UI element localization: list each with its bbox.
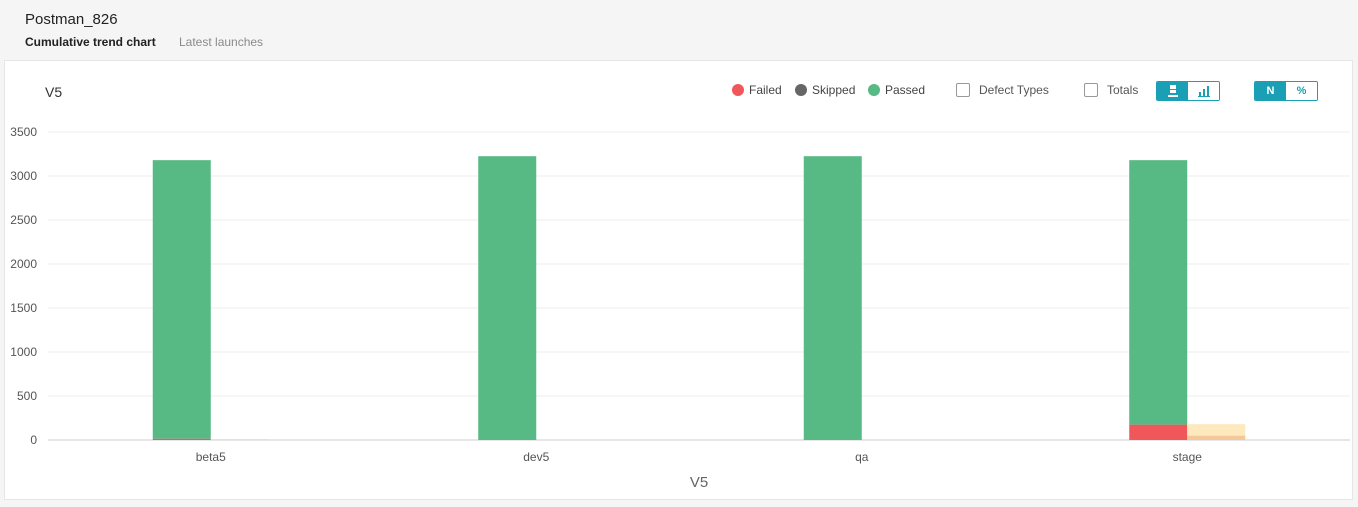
bars-view-button[interactable] (1157, 82, 1188, 100)
tab-cumulative-trend-chart[interactable]: Cumulative trend chart (25, 35, 156, 49)
view-toggle (1156, 81, 1220, 101)
bar-passed-dev5 (478, 156, 537, 440)
x-tick-label: qa (855, 450, 869, 464)
count-mode-button[interactable]: N (1255, 82, 1286, 100)
chart-panel (4, 60, 1353, 500)
bar-defect-stage (1187, 424, 1246, 436)
widget-header: Postman_826 Cumulative trend chart Lates… (0, 0, 1358, 60)
bar-passed-beta5 (152, 160, 211, 439)
legend-failed[interactable]: Failed (732, 83, 782, 97)
y-tick-label: 2500 (10, 213, 37, 227)
legend-skipped[interactable]: Skipped (795, 83, 855, 97)
y-tick-label: 3000 (10, 169, 37, 183)
x-axis-title: V5 (690, 474, 708, 491)
checkbox-icon[interactable] (956, 83, 970, 97)
bar-failed-beta5 (152, 438, 211, 440)
y-tick-label: 500 (17, 389, 37, 403)
bar-failed-stage (1129, 424, 1188, 440)
percent-mode-button[interactable]: % (1286, 82, 1317, 100)
legend-skipped-label: Skipped (812, 83, 856, 97)
bar-passed-qa (803, 156, 862, 440)
y-tick-label: 1000 (10, 345, 37, 359)
tab-latest-launches[interactable]: Latest launches (179, 35, 264, 49)
checkbox-icon[interactable] (1084, 83, 1098, 97)
y-tick-label: 3500 (10, 125, 37, 139)
chart-title: V5 (45, 84, 63, 100)
legend-passed-label: Passed (885, 83, 926, 97)
failed-dot-icon (732, 84, 744, 96)
bars-icon (1167, 85, 1178, 97)
skipped-dot-icon (795, 84, 807, 96)
y-tick-label: 2000 (10, 257, 37, 271)
totals-label: Totals (1107, 83, 1139, 97)
x-tick-label: dev5 (523, 450, 549, 464)
legend-failed-label: Failed (749, 83, 782, 97)
defect-types-label: Defect Types (979, 83, 1049, 97)
bar-passed-stage (1129, 160, 1188, 425)
y-tick-label: 1500 (10, 301, 37, 315)
legend-passed[interactable]: Passed (868, 83, 925, 97)
widget-title: Postman_826 (25, 11, 118, 28)
totals-checkbox[interactable]: Totals (1084, 83, 1138, 97)
x-tick-label: beta5 (196, 450, 226, 464)
column-chart-icon (1197, 86, 1210, 97)
x-tick-label: stage (1173, 450, 1203, 464)
bar-defect-stage (1187, 435, 1246, 440)
defect-types-checkbox[interactable]: Defect Types (956, 83, 1049, 97)
passed-dot-icon (868, 84, 880, 96)
y-tick-label: 0 (30, 433, 37, 447)
mode-toggle: N % (1254, 81, 1318, 101)
column-view-button[interactable] (1188, 82, 1219, 100)
